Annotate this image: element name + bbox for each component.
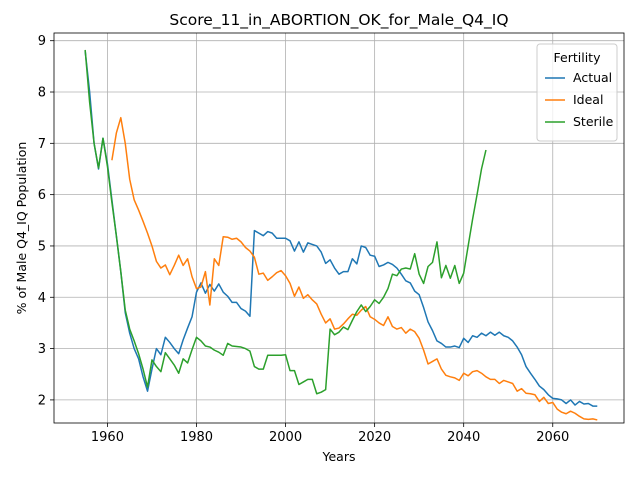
- x-tick-label: 2060: [536, 430, 569, 445]
- series-line-sterile: [84, 49, 487, 395]
- legend-label-ideal: Ideal: [573, 92, 603, 107]
- legend-box: [536, 43, 618, 142]
- chart-title: Score_11_in_ABORTION_OK_for_Male_Q4_IQ: [169, 11, 508, 30]
- y-tick-label: 7: [38, 137, 46, 152]
- x-tick-label: 2020: [358, 430, 391, 445]
- series-line-actual: [84, 50, 598, 407]
- x-axis: 1960 1980 2000 2020 2040 2060: [91, 423, 569, 445]
- legend-items: Actual Ideal Sterile: [545, 70, 614, 129]
- legend-label-sterile: Sterile: [573, 114, 614, 129]
- grid: [54, 33, 624, 423]
- series-lines: [84, 49, 598, 421]
- y-tick-label: 3: [38, 342, 46, 357]
- y-axis-label: % of Male Q4_IQ Population: [14, 142, 29, 315]
- x-tick-label: 2040: [447, 430, 480, 445]
- legend-title: Fertility: [554, 50, 602, 65]
- y-axis: 2 3 4 5 6 7 8 9: [38, 34, 54, 408]
- x-tick-label: 2000: [269, 430, 302, 445]
- y-tick-label: 8: [38, 86, 46, 101]
- y-tick-label: 5: [38, 239, 46, 254]
- x-axis-label: Years: [322, 449, 356, 464]
- x-tick-label: 1980: [180, 430, 213, 445]
- plot-frame: [53, 32, 625, 424]
- legend-label-actual: Actual: [573, 70, 612, 85]
- y-tick-label: 4: [38, 291, 46, 306]
- y-tick-label: 9: [38, 34, 46, 49]
- x-tick-label: 1960: [91, 430, 124, 445]
- y-tick-label: 2: [38, 393, 46, 408]
- y-tick-label: 6: [38, 188, 46, 203]
- legend: Fertility Actual Ideal Sterile: [536, 43, 618, 142]
